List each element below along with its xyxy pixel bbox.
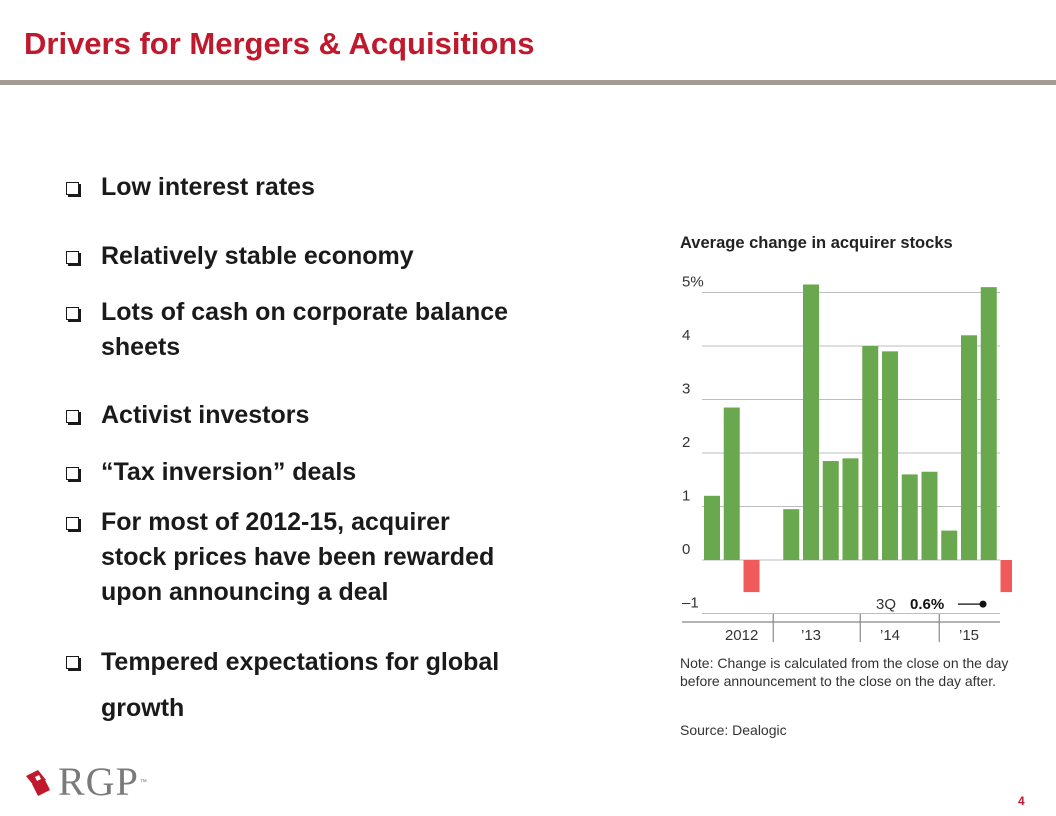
annotation-label: 3Q xyxy=(876,596,896,613)
rgp-logo: RGP ™ xyxy=(22,762,147,802)
trademark-mark: ™ xyxy=(139,778,147,786)
logo-wordmark: RGP xyxy=(58,759,139,804)
bar xyxy=(723,407,740,560)
title-divider xyxy=(0,80,1056,85)
acquirer-stocks-chart: Average change in acquirer stocks 5% 4 3 2 1… xyxy=(672,226,1012,746)
bar xyxy=(783,509,800,560)
x-tick-label: ’14 xyxy=(880,627,900,644)
annotation-dot xyxy=(979,600,987,608)
bullet-item: For most of 2012-15, acquirer stock pric… xyxy=(66,505,606,610)
chart-title: Average change in acquirer stocks xyxy=(680,234,953,252)
checkbox-bullet-icon xyxy=(66,517,79,530)
bar xyxy=(941,530,958,560)
y-tick-label: 4 xyxy=(682,327,690,344)
y-tick-label: 1 xyxy=(682,488,690,505)
chart-note: Note: Change is calculated from the clos… xyxy=(680,655,1009,689)
checkbox-bullet-icon xyxy=(66,656,79,669)
bullet-text: Relatively stable economy xyxy=(101,242,414,270)
slide-title: Drivers for Mergers & Acquisitions xyxy=(24,26,535,61)
y-tick-label: –1 xyxy=(682,595,699,612)
bar xyxy=(743,560,760,593)
y-tick-label: 0 xyxy=(682,541,690,558)
bar xyxy=(901,474,918,560)
x-tick-label: 2012 xyxy=(725,627,758,644)
bar xyxy=(803,284,819,560)
bullet-item: Tempered expectations for global growth xyxy=(66,639,606,731)
annotation-value: 0.6% xyxy=(910,596,944,613)
checkbox-bullet-icon xyxy=(66,251,79,264)
bar xyxy=(842,458,859,560)
bullet-text: “Tax inversion” deals xyxy=(101,458,357,486)
bar xyxy=(882,351,898,560)
rgp-logo-mark-icon xyxy=(26,770,50,796)
bullet-item: Relatively stable economy xyxy=(66,239,606,274)
bar-chart-svg: 5% 4 3 2 1 0 –1 2012 ’13 ’14 ’15 3Q 0.6% xyxy=(682,274,1012,644)
bar xyxy=(704,495,720,560)
bullet-text: For most of 2012-15, acquirer stock pric… xyxy=(101,508,495,606)
bullet-text: Activist investors xyxy=(101,401,310,429)
y-tick-label: 3 xyxy=(682,381,690,398)
x-tick-label: ’15 xyxy=(959,627,979,644)
bullet-item: Lots of cash on corporate balance sheets xyxy=(66,295,606,365)
bullet-item: “Tax inversion” deals xyxy=(66,455,606,490)
bullet-text: Tempered expectations for global growth xyxy=(101,648,500,722)
bar xyxy=(961,335,977,560)
bar xyxy=(862,346,879,560)
chart-source: Source: Dealogic xyxy=(680,722,787,738)
bullet-text: Low interest rates xyxy=(101,173,315,201)
y-tick-label: 2 xyxy=(682,434,690,451)
bullet-item: Low interest rates xyxy=(66,170,606,205)
bullet-item: Activist investors xyxy=(66,398,606,433)
bullet-text: Lots of cash on corporate balance sheets xyxy=(101,298,509,361)
checkbox-bullet-icon xyxy=(66,182,79,195)
bar xyxy=(1000,560,1012,593)
bar xyxy=(921,471,938,560)
checkbox-bullet-icon xyxy=(66,307,79,320)
checkbox-bullet-icon xyxy=(66,467,79,480)
bar xyxy=(980,287,997,560)
y-tick-label: 5% xyxy=(682,274,704,291)
page-number: 4 xyxy=(1018,794,1025,808)
bar xyxy=(822,461,839,560)
checkbox-bullet-icon xyxy=(66,410,79,423)
x-tick-label: ’13 xyxy=(801,627,821,644)
